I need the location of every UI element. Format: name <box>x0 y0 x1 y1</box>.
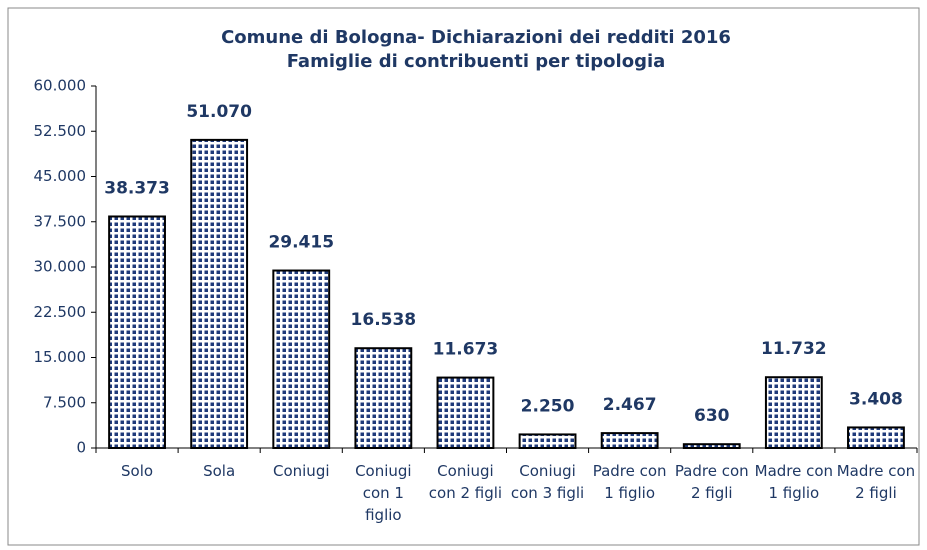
data-label: 11.673 <box>433 340 499 360</box>
chart-title: Comune di Bologna- Dichiarazioni dei red… <box>221 27 731 48</box>
x-tick-label: Solo <box>121 462 154 480</box>
bar <box>190 138 249 450</box>
data-label: 11.732 <box>761 339 827 359</box>
x-tick-label: Padre con 2 figli <box>674 462 749 502</box>
data-label: 38.373 <box>104 178 170 198</box>
bar <box>764 376 823 449</box>
x-tick-label: Padre con 1 figlio <box>592 462 667 502</box>
data-label: 29.415 <box>268 233 334 253</box>
y-tick-label: 15.000 <box>34 348 87 366</box>
data-label: 2.467 <box>603 395 657 415</box>
y-tick-label: 0 <box>76 439 86 457</box>
bar <box>354 347 413 449</box>
x-tick-label: Madre con 1 figlio <box>754 462 834 502</box>
bar <box>600 432 659 449</box>
data-label: 2.250 <box>521 396 575 416</box>
y-tick-label: 60.000 <box>34 77 87 95</box>
x-tick-label: Sola <box>203 462 236 480</box>
data-label: 630 <box>694 406 730 426</box>
x-tick-label: Coniugi <box>272 462 330 480</box>
bar <box>108 215 166 449</box>
bar <box>436 376 495 450</box>
data-label: 3.408 <box>849 389 903 409</box>
bar <box>518 433 577 449</box>
y-tick-label: 22.500 <box>34 303 87 321</box>
chart-border <box>7 7 920 546</box>
y-tick-label: 45.000 <box>34 167 87 185</box>
x-tick-label: Coniugi con 3 figli <box>510 462 585 502</box>
y-tick-label: 7.500 <box>43 393 86 411</box>
y-tick-label: 37.500 <box>34 212 87 230</box>
x-tick-label: Madre con 2 figli <box>836 462 916 502</box>
bar <box>847 426 905 449</box>
bar <box>682 443 741 450</box>
data-label: 16.538 <box>351 310 417 330</box>
x-tick-label: Coniugi con 1 figlio <box>355 462 412 524</box>
x-tick-label: Coniugi con 2 figli <box>428 462 503 502</box>
data-label: 51.070 <box>186 102 252 122</box>
y-tick-label: 30.000 <box>34 258 87 276</box>
bar <box>272 269 331 450</box>
y-tick-label: 52.500 <box>34 122 87 140</box>
chart-subtitle: Famiglie di contribuenti per tipologia <box>287 51 666 72</box>
